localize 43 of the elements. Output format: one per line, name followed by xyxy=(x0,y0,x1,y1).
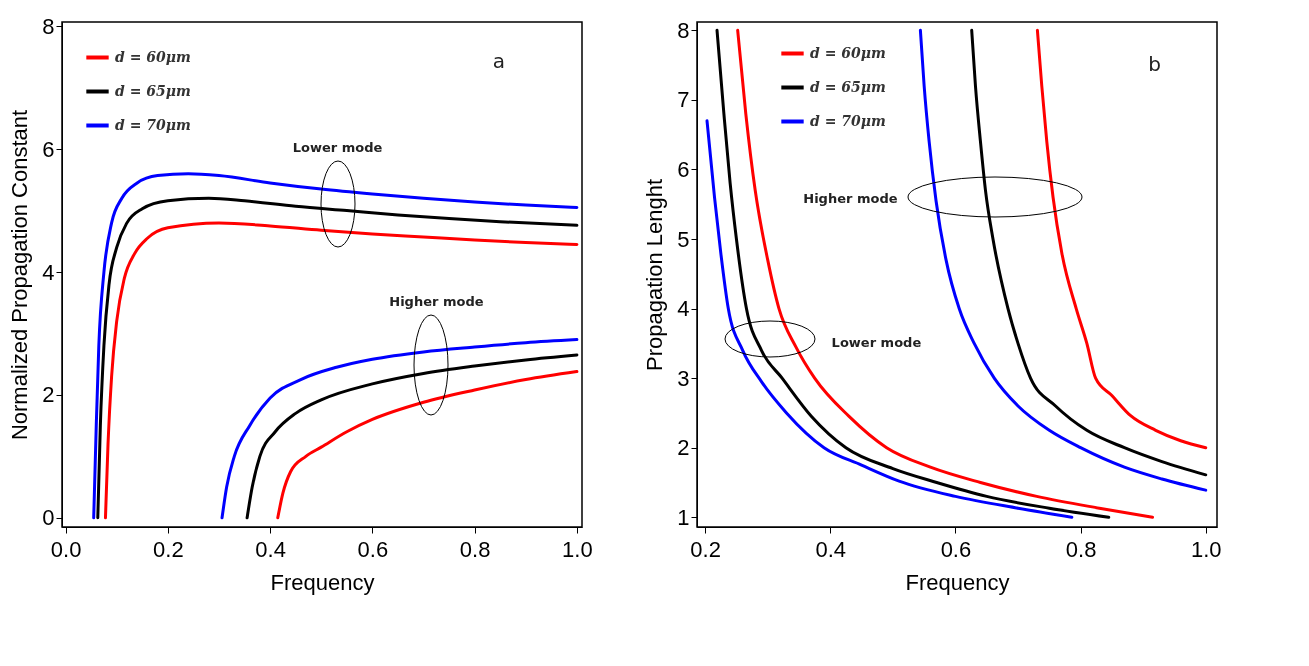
y-tick-label: 8 xyxy=(42,13,55,39)
x-tick-label: 1.0 xyxy=(1190,536,1222,562)
x-tick-label: 1.0 xyxy=(562,536,593,562)
y-tick-label: 8 xyxy=(677,17,690,43)
y-tick-label: 3 xyxy=(677,365,690,391)
y-tick-label: 2 xyxy=(42,382,55,408)
x-tick-label: 0.8 xyxy=(459,536,491,562)
x-tick-label: 0.8 xyxy=(1065,536,1097,562)
line-series xyxy=(970,28,1208,477)
y-tick-label: 4 xyxy=(42,259,55,285)
line-series xyxy=(1035,28,1208,450)
x-tick-label: 0.6 xyxy=(357,536,389,562)
legend-label: d = 70μm xyxy=(115,116,191,133)
annotation: Lower mode xyxy=(292,140,383,156)
x-axis-title: Frequency xyxy=(905,569,1010,595)
x-tick-label: 0.4 xyxy=(815,536,847,562)
y-tick-label: 1 xyxy=(677,504,690,530)
x-tick-label: 0.6 xyxy=(940,536,972,562)
x-tick-label: 0.2 xyxy=(690,536,721,562)
x-tick-label: 0.0 xyxy=(50,536,82,562)
legend-label: d = 65μm xyxy=(115,82,191,99)
legend-label: d = 60μm xyxy=(115,48,191,65)
y-tick-label: 5 xyxy=(677,226,690,252)
annotation: a xyxy=(492,49,505,74)
annotation: Higher mode xyxy=(803,190,898,206)
legend-label: d = 65μm xyxy=(810,78,886,95)
y-axis-title: Normalized Propagation Constant xyxy=(7,109,33,441)
y-tick-label: 6 xyxy=(677,156,690,182)
line-series xyxy=(276,370,579,520)
x-tick-label: 0.4 xyxy=(255,536,286,562)
y-tick-label: 6 xyxy=(42,136,55,162)
y-tick-label: 0 xyxy=(42,505,55,531)
y-tick-label: 2 xyxy=(677,435,690,461)
annotation: Higher mode xyxy=(389,294,484,310)
annotation: Lower mode xyxy=(831,334,922,350)
legend-label: d = 70μm xyxy=(810,112,886,129)
x-axis-title: Frequency xyxy=(270,569,375,595)
y-axis-title: Propagation Lenght xyxy=(642,178,668,372)
x-tick-label: 0.2 xyxy=(153,536,184,562)
y-tick-label: 7 xyxy=(677,87,690,113)
legend-label: d = 60μm xyxy=(810,44,886,61)
annotation: b xyxy=(1148,51,1161,76)
y-tick-label: 4 xyxy=(677,296,690,322)
